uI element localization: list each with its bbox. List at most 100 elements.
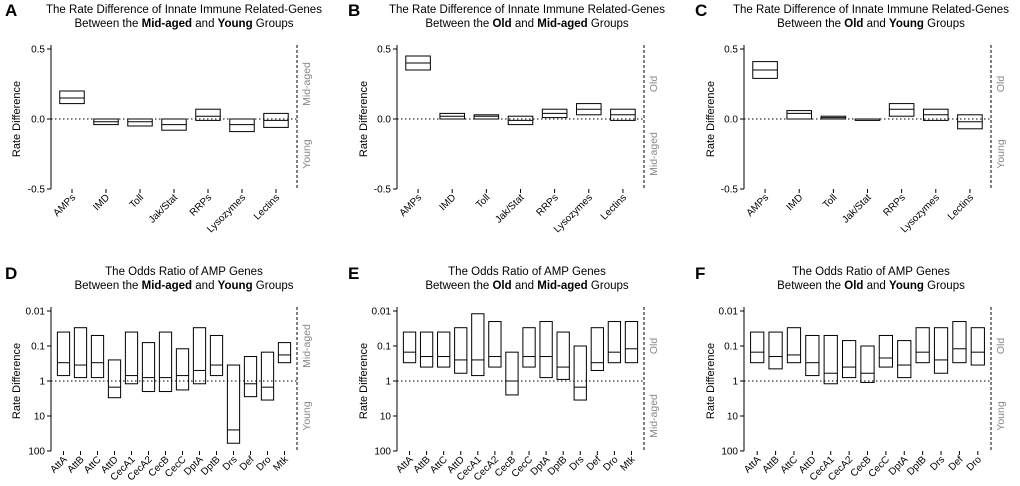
box-mtk bbox=[624, 321, 639, 364]
x-tick-label: Jak/Stat bbox=[840, 192, 873, 225]
title-part: Old bbox=[844, 18, 863, 30]
box-lysozymes bbox=[229, 118, 255, 133]
box-rrps bbox=[195, 108, 221, 121]
group-label-top: Mid-aged bbox=[301, 62, 313, 106]
box-cecc bbox=[522, 327, 536, 368]
title-part: Old bbox=[492, 280, 511, 292]
title-part: Old bbox=[844, 280, 863, 292]
x-tick-label: Dro bbox=[965, 454, 984, 473]
x-tick-label: DptA bbox=[887, 454, 911, 478]
group-label-top: Old bbox=[648, 338, 660, 355]
x-tick-label: Def bbox=[585, 454, 604, 473]
box-ceca1 bbox=[471, 313, 485, 377]
y-axis-label: Rate Difference bbox=[705, 343, 717, 419]
box-ceca2 bbox=[841, 340, 857, 379]
box-dptb bbox=[915, 327, 930, 364]
box-drs bbox=[933, 327, 949, 374]
group-label-bottom: Young bbox=[995, 139, 1007, 169]
title-part: and bbox=[192, 280, 218, 292]
x-tick-label: AttB bbox=[761, 454, 782, 475]
title-part: Between the bbox=[74, 18, 141, 30]
y-tick-label: 0.01 bbox=[26, 307, 46, 318]
x-tick-label: Dro bbox=[254, 454, 273, 473]
box-cecb bbox=[860, 345, 875, 383]
box-rrps bbox=[888, 103, 915, 117]
y-tick-label: 0.0 bbox=[377, 115, 391, 126]
x-tick-label: Lectins bbox=[946, 192, 976, 222]
x-tick-label: Drs bbox=[568, 454, 587, 473]
x-tick-label: Lectins bbox=[599, 192, 629, 222]
title-part: Groups bbox=[924, 18, 965, 30]
x-tick-label: IMD bbox=[438, 192, 459, 213]
box-attb bbox=[419, 331, 434, 368]
group-label-top: Old bbox=[648, 76, 660, 93]
group-label-bottom: Young bbox=[995, 401, 1007, 431]
title-part: and bbox=[512, 280, 538, 292]
x-tick-label: AttB bbox=[412, 454, 433, 475]
y-tick-label: 0.1 bbox=[31, 342, 45, 353]
box-dptb bbox=[556, 331, 570, 380]
y-tick-label: 100 bbox=[28, 447, 45, 458]
chart-title-line1: The Odds Ratio of AMP Genes bbox=[448, 266, 606, 278]
box-atta bbox=[750, 331, 765, 364]
box-ceca2 bbox=[488, 321, 502, 368]
box-amps bbox=[59, 90, 85, 105]
box-ceca2 bbox=[141, 342, 156, 393]
x-tick-label: RRPs bbox=[535, 192, 561, 218]
box-dpta bbox=[539, 321, 553, 379]
panel-letter: D bbox=[5, 264, 17, 283]
box-ceca1 bbox=[124, 331, 139, 385]
y-axis-label: Rate Difference bbox=[705, 81, 717, 157]
x-tick-label: Mtk bbox=[271, 454, 291, 474]
x-tick-label: Jak/Stat bbox=[147, 192, 180, 225]
x-tick-label: AttC bbox=[428, 454, 450, 476]
group-label-bottom: Mid-aged bbox=[648, 394, 660, 438]
box-cecc bbox=[175, 348, 190, 391]
chart-title-line1: The Rate Difference of Innate Immune Rel… bbox=[389, 4, 665, 16]
group-label-bottom: Young bbox=[301, 401, 313, 431]
x-tick-label: Dro bbox=[601, 454, 620, 473]
panel-letter: C bbox=[695, 1, 707, 20]
chart-title-line2: Between the Mid-aged and Young Groups bbox=[74, 18, 293, 30]
title-part: Groups bbox=[253, 280, 294, 292]
box-def bbox=[243, 356, 258, 398]
title-part: Groups bbox=[924, 280, 965, 292]
x-tick-label: Toll bbox=[821, 192, 839, 210]
box-cecb bbox=[158, 331, 173, 393]
x-tick-label: AttC bbox=[779, 454, 801, 476]
panel-f: F The Odds Ratio of AMP Genes Between the … bbox=[695, 264, 1007, 483]
y-tick-label: 0.01 bbox=[719, 307, 739, 318]
title-part: Groups bbox=[588, 280, 629, 292]
title-part: Young bbox=[218, 18, 253, 30]
y-tick-label: -0.5 bbox=[28, 185, 46, 196]
x-tick-label: AMPs bbox=[398, 192, 425, 219]
x-tick-label: Toll bbox=[128, 192, 146, 210]
y-tick-label: 0.5 bbox=[31, 45, 45, 56]
box-attc bbox=[90, 334, 105, 379]
box-atta bbox=[56, 331, 71, 377]
x-tick-label: DptB bbox=[546, 454, 570, 478]
box-toll bbox=[473, 114, 500, 120]
x-tick-label: Def bbox=[238, 454, 257, 473]
y-tick-label: 0.5 bbox=[724, 45, 738, 56]
title-part: Between the bbox=[74, 280, 141, 292]
x-tick-label: CecC bbox=[867, 454, 892, 479]
x-tick-label: RRPs bbox=[882, 192, 908, 218]
x-tick-label: AttA bbox=[48, 454, 69, 475]
x-tick-label: AMPs bbox=[745, 192, 772, 219]
title-part: Old bbox=[492, 18, 511, 30]
box-dro bbox=[607, 321, 622, 364]
box-attd bbox=[805, 334, 820, 377]
box-dro bbox=[970, 327, 985, 366]
y-axis-label: Rate Difference bbox=[358, 81, 370, 157]
box-attd bbox=[107, 359, 122, 399]
chart-title-line1: The Rate Difference of Innate Immune Rel… bbox=[46, 4, 322, 16]
box-atta bbox=[402, 331, 417, 364]
y-tick-label: -0.5 bbox=[721, 185, 739, 196]
panel-c: C The Rate Difference of Innate Immune Re… bbox=[695, 1, 1009, 235]
box-attb bbox=[768, 331, 783, 370]
panel-letter: F bbox=[695, 264, 705, 283]
y-tick-label: 10 bbox=[380, 412, 392, 423]
title-part: Young bbox=[889, 280, 924, 292]
